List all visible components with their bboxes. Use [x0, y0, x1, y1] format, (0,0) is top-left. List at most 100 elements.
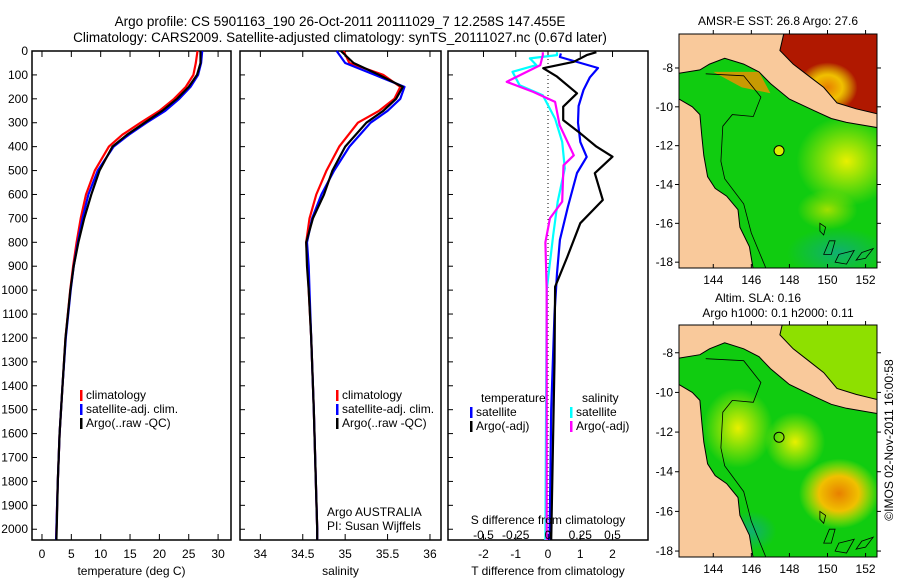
- coastline: [679, 98, 754, 268]
- y-tick-label: 2000: [1, 522, 28, 536]
- warm-coastal-region: [713, 71, 771, 94]
- panel-temperature: 0 5 10 15 20 25 30 temperature (deg C) 0 100 200 30…: [1, 44, 232, 578]
- lat-tick-label: -18: [656, 544, 674, 558]
- x2-axis-label: S difference from climatology: [471, 513, 626, 527]
- lon-tick-label: 144: [703, 273, 723, 287]
- map-subtitle: Argo h1000: 0.1 h2000: 0.11: [702, 306, 854, 320]
- reef-outline: [855, 536, 875, 550]
- coastline: [679, 325, 877, 415]
- legend-swatch: [336, 418, 339, 429]
- x2-tick-label: 0.25: [569, 528, 593, 542]
- sla-map-axes: 144 146 148 150 152 -8 -10 -12 -14 -16 -18 Altim. S…: [656, 291, 881, 576]
- x-axis-label: salinity: [322, 564, 359, 578]
- x-tick-label: 25: [182, 547, 196, 561]
- y-tick-label: 1100: [2, 307, 28, 321]
- x-tick-label: 35: [338, 547, 352, 561]
- legend-label: satellite: [576, 405, 617, 419]
- land-papua-new-guinea: [679, 325, 877, 414]
- legend-swatch: [570, 407, 573, 418]
- legend-swatch: [80, 390, 83, 401]
- x-tick-label: 36: [423, 547, 437, 561]
- legend-swatch: [570, 421, 573, 432]
- panel-frame: [239, 50, 442, 541]
- sla-high-patch: [703, 388, 774, 469]
- sla-solomon-region: [779, 325, 877, 400]
- y-tick-label: 500: [8, 164, 28, 178]
- x-tick-label: 30: [211, 547, 225, 561]
- annotation-text: Argo AUSTRALIA: [327, 505, 422, 519]
- y-tick-label: 0: [21, 44, 28, 58]
- reef-outline: [855, 247, 875, 261]
- legend-label: climatology: [86, 388, 146, 402]
- legend-label: Argo(..raw -QC): [86, 416, 171, 430]
- legend-swatch: [336, 404, 339, 415]
- y-tick-label: 1200: [1, 331, 28, 345]
- y-tick-label: 1600: [1, 427, 28, 441]
- x2-tick-label: -0.25: [502, 528, 530, 542]
- series-line-argo-raw-qc-: [55, 51, 202, 541]
- x2-tick-label: -0.5: [473, 528, 494, 542]
- legend-label: Argo(-adj): [476, 419, 529, 433]
- panel-difference: -2 -1 0 1 2 T difference from climatology temp…: [447, 50, 649, 578]
- lon-tick-label: 150: [817, 273, 837, 287]
- y-tick-label: 400: [8, 140, 28, 154]
- x-tick-label: 1: [577, 547, 584, 561]
- reef-outline: [834, 538, 856, 554]
- lat-tick-label: -8: [662, 61, 673, 75]
- legend-swatch: [80, 404, 83, 415]
- depth-contour: [705, 73, 767, 268]
- y-tick-label: 100: [8, 68, 28, 82]
- credit-text: ©IMOS 02-Nov-2011 16:00:58: [882, 359, 896, 521]
- reef-outline: [819, 510, 827, 525]
- map-frame: [678, 33, 878, 269]
- x-tick-label: 0: [39, 547, 46, 561]
- sla-high-patch: [765, 411, 826, 472]
- map-title: Altim. SLA: 0.16: [715, 291, 801, 305]
- legend-label: satellite-adj. clim.: [342, 402, 434, 416]
- depth-contour: [705, 358, 767, 557]
- lat-tick-label: -14: [656, 177, 674, 191]
- series-line-argo-raw-qc-: [305, 50, 404, 540]
- legend-label: satellite: [476, 405, 517, 419]
- x-tick-label: 0: [545, 547, 552, 561]
- map-panels: 144 146 148 150 152 -8 -10 -12 -14 -16 -18 AMSR-E S…: [656, 14, 881, 576]
- lat-tick-label: -16: [656, 504, 674, 518]
- x-tick-label: 15: [123, 547, 137, 561]
- reef-outline: [834, 249, 856, 265]
- y-tick-label: 1700: [1, 451, 28, 465]
- series-line-salinity-satellite: [511, 52, 566, 541]
- argo-location-marker: [773, 431, 785, 443]
- lat-tick-label: -12: [656, 425, 674, 439]
- y-tick-label: 900: [8, 259, 28, 273]
- legend-header-temperature: temperature: [481, 391, 546, 405]
- sst-map-axes: 144 146 148 150 152 -8 -10 -12 -14 -16 -18 AMSR-E S…: [656, 14, 881, 287]
- x-tick-label: 34.5: [291, 547, 315, 561]
- y-tick-label: 1300: [1, 355, 28, 369]
- panel-salinity: 34 34.5 35 35.5 36 salinity climatologysatelli…: [239, 50, 442, 578]
- x2-tick-label: 0.5: [604, 528, 621, 542]
- lon-tick-label: 150: [817, 562, 837, 576]
- lon-tick-label: 144: [703, 562, 723, 576]
- x-tick-label: -2: [478, 547, 489, 561]
- cool-patch: [787, 227, 877, 268]
- sla-high-patch: [798, 458, 877, 529]
- coastline: [679, 384, 754, 557]
- x-axis-label: temperature (deg C): [77, 564, 185, 578]
- x-tick-label: 34: [254, 547, 268, 561]
- series-line-temperature-argo-adj-: [542, 51, 614, 541]
- y-tick-label: 800: [8, 235, 28, 249]
- legend-swatch: [336, 390, 339, 401]
- y-tick-label: 1800: [1, 474, 28, 488]
- x-tick-label: -1: [510, 547, 521, 561]
- x2-tick-label: 0: [545, 528, 552, 542]
- x-tick-label: 20: [153, 547, 167, 561]
- lat-tick-label: -16: [656, 216, 674, 230]
- sla-map-field: [679, 325, 877, 557]
- y-tick-label: 1400: [1, 379, 28, 393]
- legend-label: Argo(-adj): [576, 419, 629, 433]
- lon-tick-label: 152: [856, 562, 876, 576]
- lon-tick-label: 146: [741, 273, 761, 287]
- legend-label: climatology: [342, 388, 402, 402]
- lat-tick-label: -12: [656, 139, 674, 153]
